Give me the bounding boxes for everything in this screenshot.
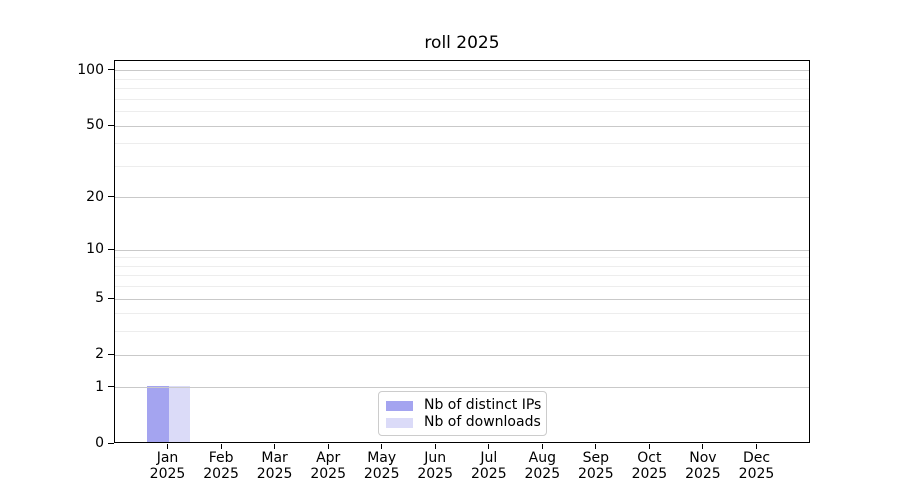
x-tick-month: Jul (480, 450, 498, 466)
x-tick-mar-2025 (274, 444, 276, 449)
x-tick-year: 2025 (417, 466, 453, 482)
gridline-major-100 (115, 70, 809, 72)
chart-title: roll 2025 (424, 33, 500, 53)
x-tick-label-jun-2025: Jun 2025 (399, 450, 471, 482)
gridline-minor-3 (115, 331, 809, 333)
x-tick-year: 2025 (685, 466, 721, 482)
gridline-minor-9 (115, 257, 809, 259)
y-tick-10 (108, 248, 114, 250)
gridline-major-20 (115, 197, 809, 199)
y-tick-2 (108, 353, 114, 355)
x-tick-label-aug-2025: Aug 2025 (506, 450, 578, 482)
x-tick-month: Jan (156, 450, 179, 466)
x-tick-month: Nov (689, 450, 717, 466)
gridline-minor-90 (115, 78, 809, 80)
x-tick-year: 2025 (524, 466, 561, 482)
gridline-minor-70 (115, 98, 809, 100)
x-tick-month: Oct (637, 450, 662, 466)
gridline-minor-4 (115, 313, 809, 315)
x-tick-label-sep-2025: Sep 2025 (560, 450, 632, 482)
x-tick-year: 2025 (631, 466, 668, 482)
x-tick-year: 2025 (577, 466, 614, 482)
x-tick-label-jul-2025: Jul 2025 (453, 450, 525, 482)
y-tick-100 (108, 69, 114, 71)
x-tick-sep-2025 (595, 444, 597, 449)
gridline-major-50 (115, 125, 809, 127)
legend-swatch-downloads (386, 417, 413, 428)
x-tick-feb-2025 (220, 444, 222, 449)
y-tick-label-100: 100 (77, 61, 104, 78)
y-tick-label-2: 2 (95, 346, 104, 363)
y-tick-5 (108, 297, 114, 299)
x-tick-jul-2025 (488, 444, 490, 449)
x-tick-month: Aug (528, 450, 556, 466)
legend-label-downloads: Nb of downloads (424, 414, 541, 430)
gridline-minor-40 (115, 143, 809, 145)
gridline-minor-6 (115, 286, 809, 288)
x-tick-oct-2025 (648, 444, 650, 449)
y-tick-1 (108, 386, 114, 388)
x-tick-month: Jun (424, 450, 447, 466)
x-tick-month: Mar (261, 450, 288, 466)
x-tick-label-feb-2025: Feb 2025 (185, 450, 257, 482)
x-tick-month: Apr (316, 450, 341, 466)
bar-nb-of-distinct-ips-jan-2025 (147, 385, 169, 442)
gridline-major-1 (115, 387, 809, 389)
legend-row-distinct-ips: Nb of distinct IPs (386, 397, 542, 414)
legend-label-distinct-ips: Nb of distinct IPs (424, 397, 542, 413)
y-tick-0 (108, 442, 114, 444)
legend-swatch-distinct-ips (386, 400, 413, 411)
x-tick-year: 2025 (310, 466, 346, 482)
y-tick-20 (108, 196, 114, 198)
x-tick-aug-2025 (541, 444, 543, 449)
x-tick-year: 2025 (149, 466, 186, 482)
x-tick-dec-2025 (756, 444, 757, 449)
x-tick-label-mar-2025: Mar 2025 (239, 450, 311, 482)
y-tick-50 (108, 124, 114, 126)
x-tick-year: 2025 (738, 466, 775, 482)
bar-nb-of-downloads-jan-2025 (168, 385, 190, 442)
x-tick-label-nov-2025: Nov 2025 (667, 450, 739, 482)
x-tick-apr-2025 (327, 444, 329, 449)
plot-area (114, 60, 810, 443)
x-tick-year: 2025 (256, 466, 293, 482)
x-tick-jan-2025 (167, 444, 168, 449)
gridline-minor-30 (115, 165, 809, 167)
x-tick-month: Sep (582, 450, 609, 466)
x-tick-label-may-2025: May 2025 (346, 450, 418, 482)
x-tick-year: 2025 (470, 466, 507, 482)
gridline-major-2 (115, 354, 809, 356)
gridline-minor-80 (115, 88, 809, 90)
y-tick-label-10: 10 (86, 241, 104, 258)
x-tick-label-oct-2025: Oct 2025 (613, 450, 685, 482)
x-tick-label-dec-2025: Dec 2025 (721, 450, 793, 482)
gridline-minor-8 (115, 265, 809, 267)
x-tick-year: 2025 (203, 466, 239, 482)
x-tick-jun-2025 (434, 444, 436, 449)
y-tick-label-0: 0 (95, 435, 104, 451)
gridline-minor-7 (115, 275, 809, 277)
y-tick-label-5: 5 (95, 290, 104, 307)
x-tick-nov-2025 (702, 444, 704, 449)
x-tick-month: Dec (742, 450, 771, 466)
x-tick-label-apr-2025: Apr 2025 (292, 450, 364, 482)
x-tick-month: May (367, 450, 397, 466)
y-tick-label-50: 50 (86, 117, 104, 133)
x-tick-year: 2025 (363, 466, 400, 482)
y-tick-label-20: 20 (86, 188, 104, 205)
y-tick-label-1: 1 (95, 378, 104, 395)
gridline-minor-60 (115, 111, 809, 113)
gridline-major-10 (115, 249, 809, 251)
x-tick-label-jan-2025: Jan 2025 (132, 450, 204, 482)
legend-row-downloads: Nb of downloads (386, 414, 541, 431)
x-tick-may-2025 (381, 444, 383, 449)
legend: Nb of distinct IPs Nb of downloads (378, 391, 547, 436)
x-tick-month: Feb (208, 450, 234, 466)
gridline-major-5 (115, 298, 809, 300)
